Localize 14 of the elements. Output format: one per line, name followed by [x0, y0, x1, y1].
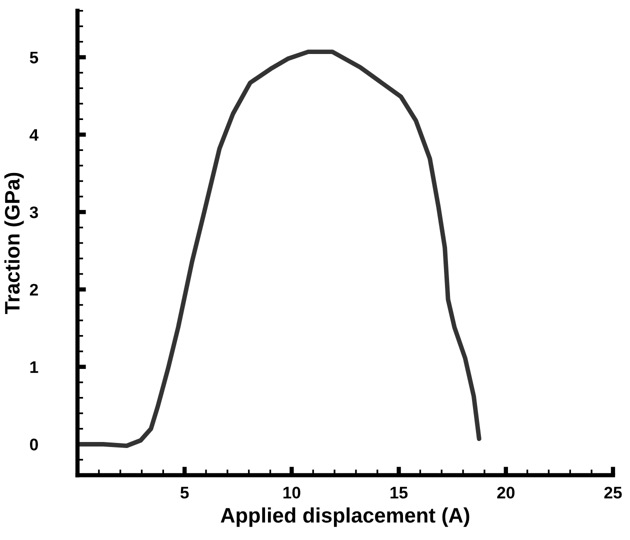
- line-series: [77, 50, 482, 448]
- x-tick-label: 20: [497, 486, 514, 499]
- y-axis-title: Traction (GPa): [4, 172, 24, 314]
- x-tick-label: 10: [283, 486, 300, 499]
- y-tick-label: 0: [30, 438, 38, 450]
- x-tick-label: 5: [180, 486, 189, 499]
- x-tick-label: 25: [604, 486, 622, 499]
- y-tick-label: 5: [30, 52, 38, 64]
- y-tick-label: 3: [30, 206, 38, 218]
- x-axis-title: Applied displacement (A): [220, 507, 470, 527]
- y-tick-label: 4: [30, 129, 39, 141]
- x-tick-label: 15: [390, 486, 408, 499]
- y-tick-label: 1: [30, 361, 38, 373]
- y-tick-label: 2: [30, 284, 38, 296]
